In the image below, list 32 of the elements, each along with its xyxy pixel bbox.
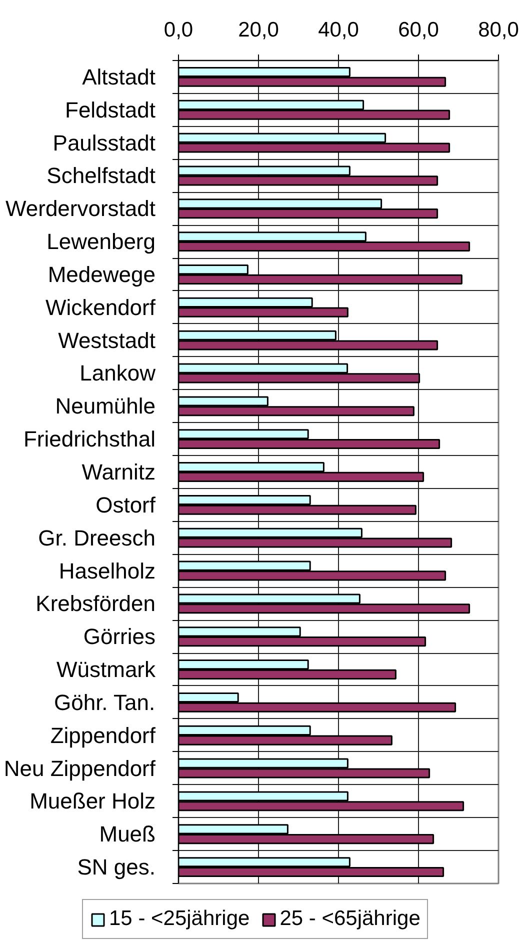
y-tick-label: Warnitz <box>82 460 156 484</box>
y-tick-label: Neumühle <box>55 394 156 419</box>
y-tick-label: Weststadt <box>58 328 156 353</box>
y-tick-label: Görries <box>83 624 156 650</box>
y-tick-label: Neu Zippendorf <box>4 756 156 781</box>
y-tick-label: Friedrichsthal <box>23 426 156 452</box>
y-tick-label: Werdervorstadt <box>6 196 156 222</box>
y-tick-label: Krebsförden <box>36 591 156 616</box>
y-tick-label: Altstadt <box>82 64 156 90</box>
x-tick-label: 20,0 <box>238 18 279 42</box>
y-tick-label: Mueß <box>99 822 156 847</box>
y-tick-label: Wickendorf <box>45 294 156 320</box>
y-tick-label: Lankow <box>80 360 156 386</box>
x-tick-label: 80,0 <box>478 18 519 42</box>
y-tick-label: Göhr. Tan. <box>54 690 156 715</box>
legend-label: 25 - <65jährige <box>280 907 420 931</box>
y-tick-label: Haselholz <box>58 558 156 584</box>
y-tick-label: Wüstmark <box>56 657 156 682</box>
y-tick-label: Mueßer Holz <box>30 788 156 814</box>
y-tick-label: Schelfstadt <box>46 163 156 188</box>
y-tick-label: Paulsstadt <box>52 130 156 156</box>
x-tick-label: 60,0 <box>398 18 439 42</box>
y-tick-label: Gr. Dreesch <box>38 525 156 550</box>
x-tick-label: 40,0 <box>318 18 359 42</box>
x-tick-label: 0,0 <box>164 18 194 42</box>
y-tick-label: Zippendorf <box>50 722 156 748</box>
y-tick-label: Lewenberg <box>46 229 156 254</box>
y-tick-label: SN ges. <box>77 854 156 880</box>
y-tick-label: Ostorf <box>96 492 156 518</box>
y-tick-label: Medewege <box>48 262 156 287</box>
y-tick-label: Feldstadt <box>65 97 156 122</box>
legend-label: 15 - <25jährige <box>109 907 250 931</box>
